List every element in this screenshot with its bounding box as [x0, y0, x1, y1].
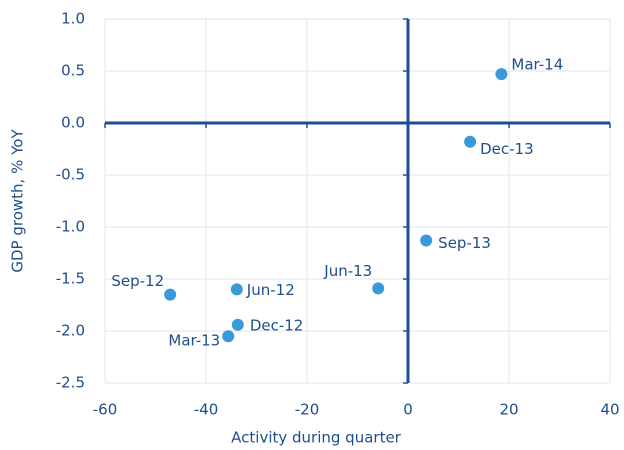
point — [495, 68, 508, 81]
x-tick-label: 20 — [499, 401, 518, 419]
y-tick-label: -2.5 — [56, 374, 85, 392]
point-label: Mar-13 — [168, 332, 220, 350]
y-tick-label: -1.0 — [56, 218, 85, 236]
point-label: Dec-13 — [480, 140, 534, 158]
point-label: Dec-12 — [250, 316, 304, 334]
point-label: Jun-13 — [323, 262, 372, 280]
x-tick-label: -60 — [93, 401, 118, 419]
y-tick-label: -2.0 — [56, 322, 85, 340]
y-tick-label: -0.5 — [56, 166, 85, 184]
point — [222, 330, 235, 343]
point-label: Sep-13 — [438, 234, 491, 252]
x-tick-label: -40 — [194, 401, 219, 419]
y-tick-label: 1.0 — [61, 10, 85, 28]
point — [372, 282, 385, 295]
x-axis-title: Activity during quarter — [231, 429, 402, 447]
y-tick-label: 0.5 — [61, 62, 85, 80]
point — [230, 283, 243, 296]
point — [420, 234, 433, 247]
y-axis-title: GDP growth, % YoY — [9, 129, 27, 273]
x-tick-label: 0 — [403, 401, 413, 419]
point — [464, 135, 477, 148]
point — [164, 288, 177, 301]
x-tick-label: -20 — [295, 401, 320, 419]
point-label: Jun-12 — [246, 281, 295, 299]
point-label: Mar-14 — [511, 56, 563, 74]
y-tick-label: 0.0 — [61, 114, 85, 132]
x-tick-label: 40 — [600, 401, 619, 419]
y-tick-label: -1.5 — [56, 270, 85, 288]
point — [231, 318, 244, 331]
point-label: Sep-12 — [111, 272, 164, 290]
